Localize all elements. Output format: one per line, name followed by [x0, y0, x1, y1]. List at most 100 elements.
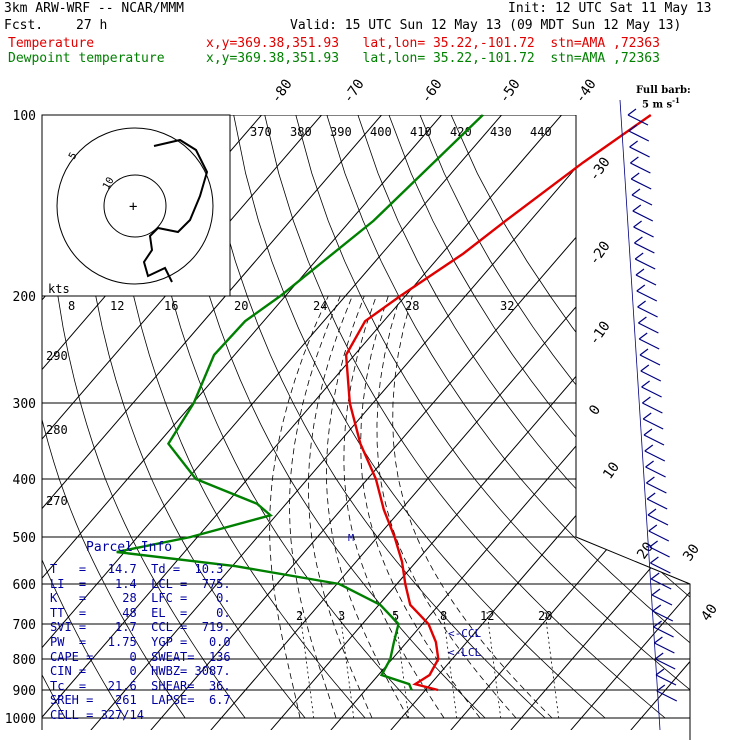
mixing-ratio-label: 8: [440, 609, 447, 623]
wind-barb: [631, 194, 653, 206]
mixing-ratio-line: [442, 611, 458, 721]
isotherm: [42, 115, 580, 730]
dry-adiabat: [326, 115, 690, 719]
isotherm: [83, 115, 640, 730]
barb-legend-line1: Full barb:: [636, 85, 691, 96]
dry-adiabat: [264, 115, 666, 719]
moist-adiabat: [289, 295, 341, 719]
isotherm-label: 20: [634, 539, 657, 562]
isotherm: [623, 115, 690, 730]
wind-barb: [634, 258, 656, 270]
hodograph-ring-label: 5: [67, 151, 80, 162]
isotherm-label: -50: [496, 76, 524, 106]
wind-barb-flag: [644, 444, 654, 452]
wind-barb-flag: [640, 364, 650, 372]
wind-barb-flag: [628, 124, 638, 132]
parcel-info-row: LI = 1.4 LCL = 775.: [50, 576, 231, 591]
isotherm: [563, 115, 690, 730]
mixing-ratio-label: 5: [392, 609, 399, 623]
wind-barb: [629, 146, 650, 158]
pressure-label-600: 600: [13, 578, 36, 593]
wind-barb: [652, 610, 674, 622]
wind-barb: [639, 354, 661, 366]
theta-left-label: 290: [46, 349, 68, 363]
parcel-info-row: SREH = 261 LAPSE= 6.7: [50, 693, 231, 708]
pressure-label-400: 400: [13, 473, 36, 488]
temperature-profile: [344, 114, 652, 692]
wind-barb: [649, 546, 670, 558]
wind-barb-flag: [629, 140, 638, 148]
theta-left-label: 280: [46, 423, 68, 437]
wind-barb-flag: [656, 684, 666, 692]
wind-barb-flag: [649, 540, 658, 548]
theta-left-label: 270: [46, 494, 68, 508]
wind-barb-flag: [639, 348, 649, 356]
speed-label: kts: [48, 282, 70, 296]
wind-barb: [644, 450, 666, 462]
pressure-label-500: 500: [13, 531, 36, 546]
wind-barb-flag: [641, 380, 650, 388]
hodograph-ring-10: [56, 127, 214, 285]
pressure-label-800: 800: [13, 653, 36, 668]
isotherm-label: 10: [600, 459, 623, 482]
wind-barb-flag: [637, 300, 646, 308]
wind-barb-flag: [638, 316, 647, 324]
isotherm: [503, 115, 690, 730]
init-time: Init: 12 UTC Sat 11 May 13: [508, 1, 712, 16]
wind-barb: [630, 162, 651, 174]
wind-barb-flag: [652, 604, 662, 612]
lcl-label: <-LCL: [448, 646, 481, 659]
theta-label: 400: [370, 125, 392, 139]
wind-barb: [654, 642, 675, 654]
barb-legend-line2: 5 m s-1: [642, 96, 680, 111]
mixing-ratio-label: 2: [296, 609, 303, 623]
wind-barb-flag: [653, 620, 662, 628]
isotherm-label: 0: [586, 402, 604, 418]
parcel-info-row: CELL = 327/14: [50, 707, 144, 722]
wind-barb-flag: [643, 428, 653, 436]
speed-label: 24: [313, 299, 327, 313]
dry-adiabat: [171, 115, 486, 719]
wind-barb-flag: [638, 332, 648, 340]
dry-adiabat: [109, 115, 366, 719]
wind-barb-flag: [647, 508, 657, 516]
wind-barb-flag: [630, 156, 639, 164]
isotherm-label: -60: [418, 76, 446, 106]
parcel-info-row: Tc = 21.6 SHEAR= 36.: [50, 678, 231, 693]
hodograph-ring-label: 10: [101, 176, 117, 192]
dry-adiabat: [42, 115, 126, 719]
wind-barb-flag: [646, 476, 655, 484]
wind-barb-flag: [650, 572, 660, 580]
isotherm: [42, 115, 400, 730]
wind-barb-flag: [654, 652, 664, 660]
dewpoint-legend: Dewpoint temperature: [8, 51, 165, 66]
parcel-info-row: TT = 48 EL = 0.: [50, 605, 231, 620]
wind-barb-flag: [627, 108, 637, 116]
wind-barb: [633, 226, 654, 238]
wind-barb: [647, 514, 669, 526]
dry-adiabat: [233, 115, 606, 719]
dry-adiabat: [295, 115, 690, 719]
parcel-info-row: PW = 1.75 YGP = 0.0: [50, 634, 231, 649]
wind-barb-flag: [654, 636, 663, 644]
isotherm-label: -10: [586, 318, 614, 348]
mixing-ratio-label: 12: [480, 609, 494, 623]
mixing-ratio-line: [339, 611, 355, 721]
isotherm: [263, 115, 690, 730]
wind-barb-flag: [635, 268, 645, 276]
pressure-label-100: 100: [13, 109, 36, 124]
isotherm-label: 30: [680, 541, 703, 564]
isotherm-label: -20: [586, 238, 614, 268]
wind-barb-flag: [648, 524, 658, 532]
wind-barb-flag: [636, 284, 646, 292]
parcel-info-row: SVI = 1.7 CCL = 719.: [50, 620, 231, 635]
parcel-info-table: T = 14.7 Td = 10.3 LI = 1.4 LCL = 775. K =…: [50, 562, 240, 723]
wind-barb: [638, 322, 659, 334]
isotherm-label: -40: [572, 76, 600, 106]
wind-barb: [630, 178, 652, 190]
wind-barb: [654, 658, 676, 670]
mixing-ratio-line: [486, 611, 502, 721]
theta-label: 410: [410, 125, 432, 139]
parcel-info-row: T = 14.7 Td = 10.3: [50, 562, 224, 576]
